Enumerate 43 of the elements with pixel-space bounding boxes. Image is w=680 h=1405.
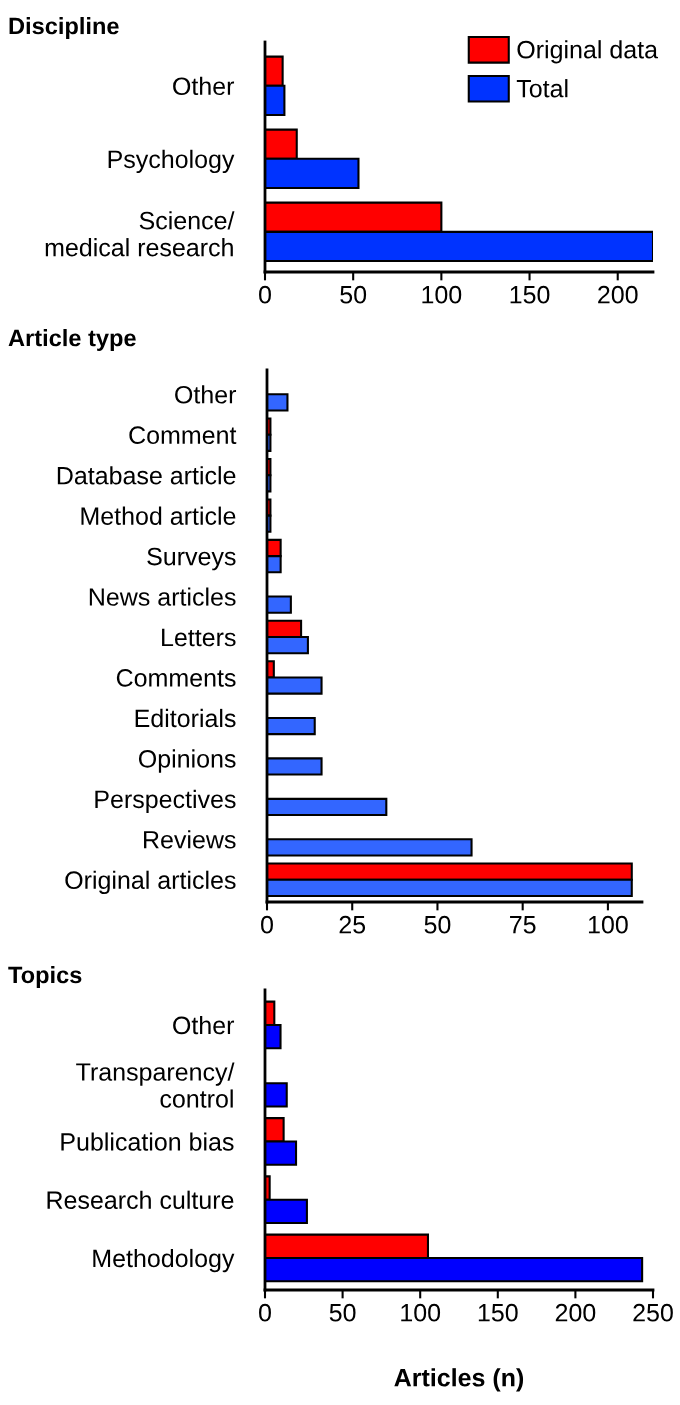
x-tick-label: 250 — [633, 1303, 673, 1322]
y-tick-label: Original articles — [65, 870, 236, 894]
y-tick-label: Other — [175, 385, 237, 404]
x-tick-label: 100 — [422, 285, 462, 304]
x-tick-label: 100 — [401, 1303, 441, 1322]
y-tick-label: Science/ medical research — [45, 211, 235, 257]
y-tick-label: Opinions — [138, 749, 236, 773]
y-tick-label: Research culture — [47, 1190, 234, 1210]
text: Article type — [8, 329, 136, 352]
y-tick-label: Publication bias — [61, 1132, 234, 1151]
y-tick-label: Method article — [81, 506, 236, 525]
legend-label: Original data — [517, 40, 659, 64]
y-tick-label: Other — [173, 1015, 235, 1035]
y-tick-label: Database article — [57, 466, 236, 485]
x-tick-label: 0 — [259, 285, 271, 304]
x-tick-label: 200 — [555, 1303, 596, 1322]
y-tick-label: Other — [173, 76, 235, 96]
y-tick-label: Surveys — [147, 547, 236, 571]
x-tick-label: 100 — [588, 915, 628, 934]
x-tick-label: 50 — [424, 915, 451, 934]
x-tick-label: 150 — [478, 1303, 518, 1322]
x-tick-label: 75 — [510, 916, 536, 934]
text: Topics — [8, 966, 82, 989]
y-tick-label: Editorials — [135, 708, 236, 728]
x-tick-label: 50 — [340, 285, 367, 304]
y-tick-label: News articles — [89, 587, 236, 606]
x-tick-label: 50 — [329, 1303, 356, 1322]
y-tick-label: Letters — [162, 628, 236, 647]
y-tick-label: Perspectives — [95, 789, 236, 814]
x-axis-title: Articles (n) — [394, 1368, 524, 1392]
x-tick-label: 0 — [261, 915, 273, 934]
legend-label: Total — [516, 79, 568, 98]
y-tick-label: Reviews — [144, 830, 236, 849]
y-tick-label: Methodology — [93, 1248, 235, 1273]
y-tick-label: Comment — [129, 426, 237, 445]
text: Discipline — [9, 17, 119, 40]
y-tick-label: Comments — [116, 669, 236, 687]
x-tick-label: 0 — [259, 1303, 271, 1322]
x-tick-label: 25 — [339, 915, 366, 934]
x-tick-label: 200 — [598, 285, 638, 304]
x-tick-label: 150 — [510, 285, 550, 304]
y-tick-label: Transparency/ control — [76, 1062, 235, 1108]
y-tick-label: Psychology — [108, 149, 235, 174]
